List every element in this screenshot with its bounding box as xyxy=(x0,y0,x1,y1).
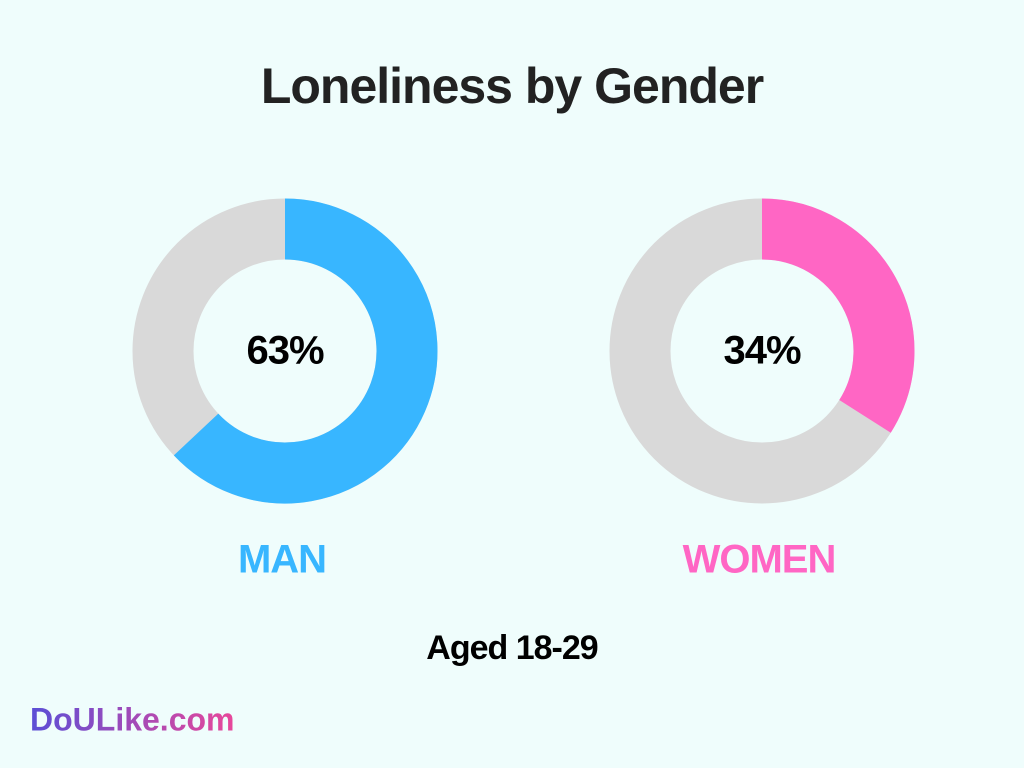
category-label: MAN xyxy=(238,538,326,582)
donut-segment xyxy=(761,198,915,433)
donut-segment xyxy=(173,198,438,504)
value-label: 63% xyxy=(246,329,323,373)
subtitle: Aged 18-29 xyxy=(426,629,597,667)
brand: DoULike.com xyxy=(30,701,234,737)
category-label: WOMEN xyxy=(683,538,836,582)
title: Loneliness by Gender xyxy=(261,58,764,114)
value-label: 34% xyxy=(723,329,800,373)
